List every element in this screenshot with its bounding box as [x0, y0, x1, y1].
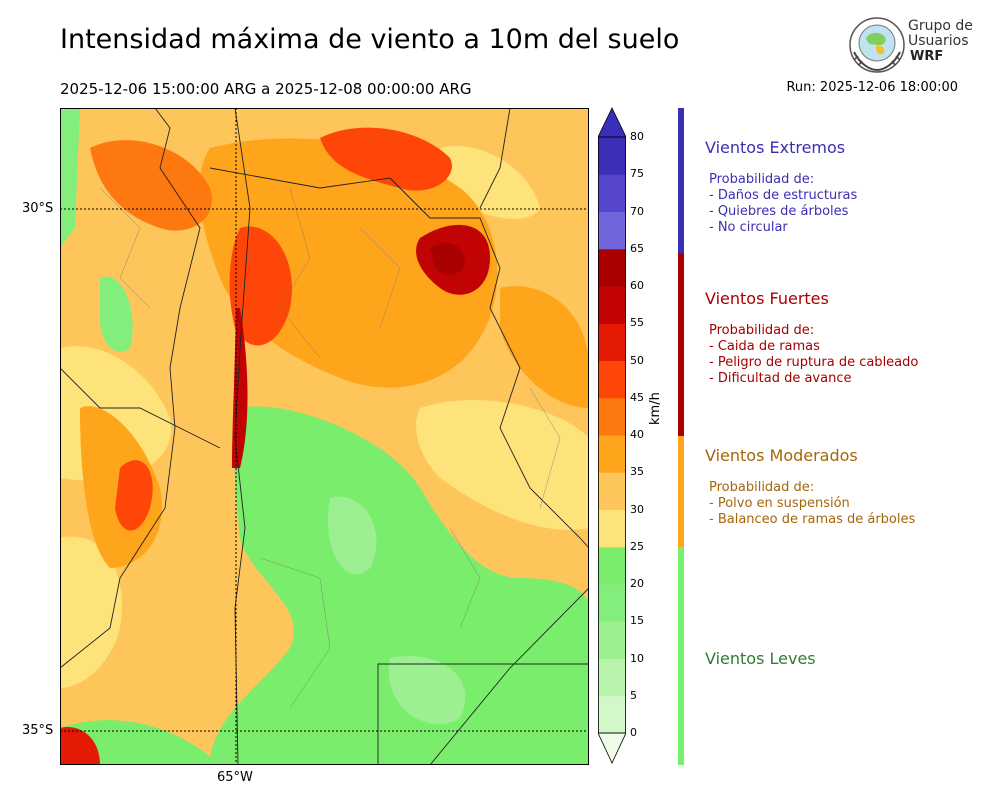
- logo-line-3: WRF: [910, 49, 944, 64]
- category-extreme-line: - Quiebres de árboles: [709, 204, 849, 219]
- colorbar-tick-label: 55: [630, 316, 644, 330]
- colorbar-tick-label: 20: [630, 577, 644, 590]
- category-extreme-desc: Probabilidad de: - Daños de estructuras …: [709, 172, 857, 236]
- colorbar-tick-label: 30: [630, 502, 644, 516]
- category-strong-bar: [678, 253, 684, 436]
- colorbar-segment: [598, 211, 626, 250]
- colorbar-segment: [598, 509, 626, 548]
- colorbar-segment: [598, 621, 626, 659]
- wrf-logo: Grupo de Usuarios WRF: [848, 16, 978, 74]
- run-time: Run: 2025-12-06 18:00:00: [786, 80, 958, 95]
- lon-label-65w: 65°W: [217, 770, 253, 785]
- colorbar-segment: [598, 435, 626, 473]
- logo-line-1: Grupo de: [908, 18, 973, 34]
- category-light-bar: [678, 547, 684, 765]
- colorbar-tick-label: 15: [630, 614, 644, 628]
- colorbar-segment: [598, 546, 626, 585]
- colorbar-segment: [598, 248, 626, 287]
- category-moderate-line: - Polvo en suspensión: [709, 496, 850, 511]
- colorbar-tick-label: 25: [630, 539, 644, 553]
- wind-map-canvas: [60, 108, 589, 765]
- category-extreme-line: Probabilidad de:: [709, 172, 815, 187]
- colorbar: [597, 107, 627, 767]
- chart-title: Intensidad máxima de viento a 10m del su…: [60, 24, 680, 55]
- colorbar-tick-label: 0: [630, 726, 637, 739]
- category-moderate-line: Probabilidad de:: [709, 480, 815, 495]
- colorbar-tick-label: 50: [630, 353, 644, 367]
- category-strong-title: Vientos Fuertes: [705, 289, 829, 308]
- category-strong-line: - Dificultad de avance: [709, 371, 852, 386]
- colorbar-tick-label: 60: [630, 279, 644, 292]
- wind-map: [60, 108, 589, 765]
- colorbar-segment: [598, 286, 626, 324]
- colorbar-tick-label: 10: [630, 651, 644, 665]
- colorbar-tick-label: 65: [630, 241, 644, 255]
- category-strong-line: - Peligro de ruptura de cableado: [709, 355, 919, 370]
- logo-line-2: Usuarios: [908, 33, 969, 49]
- category-extreme-line: - No circular: [709, 220, 788, 235]
- category-strong-desc: Probabilidad de: - Caida de ramas - Peli…: [709, 323, 918, 387]
- category-extreme-title: Vientos Extremos: [705, 138, 846, 157]
- category-extreme-bar: [678, 108, 684, 253]
- colorbar-tick-label: 80: [630, 130, 644, 143]
- lat-label-35s: 35°S: [22, 723, 54, 738]
- colorbar-max-extension: [597, 107, 627, 138]
- colorbar-segment: [598, 323, 626, 361]
- colorbar-segment: [598, 584, 626, 622]
- colorbar-svg: [597, 107, 627, 764]
- category-moderate-title: Vientos Moderados: [705, 446, 858, 465]
- category-strong-line: - Caida de ramas: [709, 339, 820, 354]
- colorbar-tick-label: 70: [630, 204, 644, 218]
- forecast-period: 2025-12-06 15:00:00 ARG a 2025-12-08 00:…: [60, 80, 472, 98]
- colorbar-outline: [598, 136, 627, 734]
- colorbar-segment: [598, 658, 626, 697]
- colorbar-segment: [598, 397, 626, 436]
- colorbar-segment: [598, 137, 626, 175]
- colorbar-tick-label: 5: [630, 688, 637, 702]
- colorbar-segment: [598, 174, 626, 212]
- category-extreme-line: - Daños de estructuras: [709, 188, 858, 203]
- colorbar-segment: [598, 360, 626, 399]
- globe-logo-icon: [849, 17, 905, 73]
- colorbar-tick-label: 75: [630, 167, 644, 181]
- colorbar-tick-label: 35: [630, 465, 644, 479]
- lat-label-30s: 30°S: [22, 201, 54, 216]
- colorbar-tick-label: 40: [630, 428, 644, 441]
- category-strong-line: Probabilidad de:: [709, 323, 815, 338]
- category-moderate-bar: [678, 436, 684, 547]
- category-moderate-desc: Probabilidad de: - Polvo en suspensión -…: [709, 480, 915, 528]
- colorbar-segment: [598, 695, 626, 734]
- colorbar-min-extension: [597, 732, 627, 764]
- colorbar-segment: [598, 472, 626, 510]
- category-light-title: Vientos Leves: [705, 649, 816, 668]
- colorbar-tick-label: 45: [630, 390, 644, 404]
- colorbar-unit: km/h: [648, 392, 663, 425]
- category-moderate-line: - Balanceo de ramas de árboles: [709, 512, 916, 527]
